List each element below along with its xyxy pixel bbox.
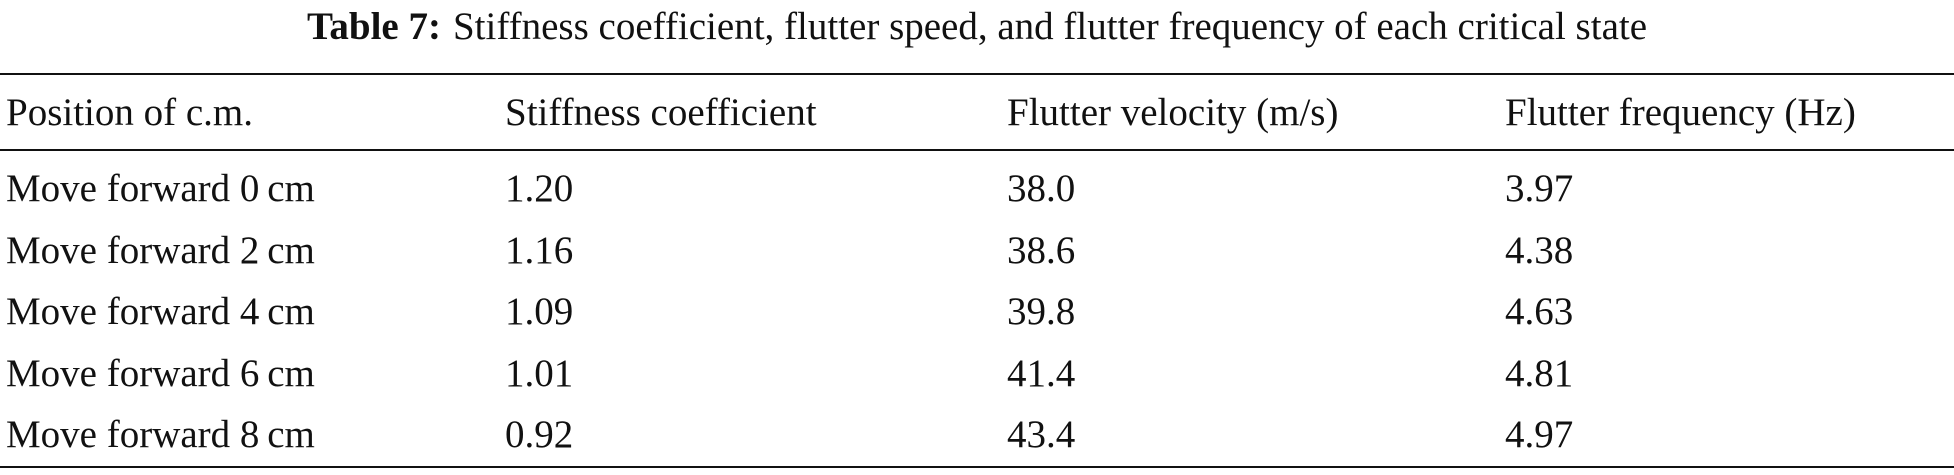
table-cell: 1.16 [505,228,574,272]
bottom-rule [0,466,1954,468]
table-cell: 1.20 [505,167,574,210]
table-caption: Table 7: Stiffness coefficient, flutter s… [0,4,1954,50]
table-cell: Move forward 8 cm [6,413,315,456]
table-cell: 4.81 [1505,351,1574,395]
top-rule [0,73,1954,75]
table-cell: 0.92 [505,413,574,456]
header-cell: Flutter frequency (Hz) [1505,91,1856,134]
table-cell: 38.0 [1007,167,1076,210]
table-cell: 41.4 [1007,351,1076,395]
table-cell: Move forward 6 cm [6,351,315,395]
header-cell: Flutter velocity (m/s) [1007,91,1339,134]
table-cell: 1.01 [505,351,574,395]
table-cell: Move forward 2 cm [6,228,315,272]
header-cell: Stiffness coefficient [505,91,817,134]
header-cell: Position of c.m. [6,91,254,134]
table-cell: 39.8 [1007,290,1076,333]
table-cell: 4.97 [1505,413,1574,456]
table-cell: Move forward 4 cm [6,290,315,333]
table-cell: 3.97 [1505,167,1574,210]
table-cell: 1.09 [505,290,574,333]
table-cell: 38.6 [1007,228,1076,272]
table-cell: 43.4 [1007,413,1076,456]
caption-text: Stiffness coefficient, flutter speed, an… [452,5,1648,48]
table-cell: Move forward 0 cm [6,167,315,210]
caption-label: Table 7: [306,5,441,48]
header-rule [0,149,1954,151]
table-cell: 4.63 [1505,290,1574,333]
table-cell: 4.38 [1505,228,1574,272]
